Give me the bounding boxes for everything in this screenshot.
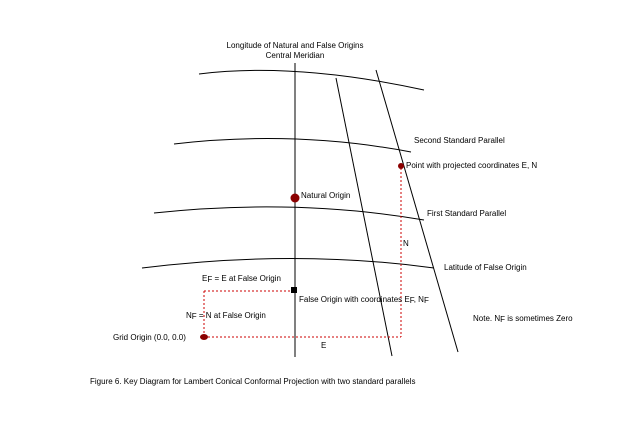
- false-origin-marker: [291, 287, 297, 293]
- latitude-of-false-origin: [141, 258, 435, 269]
- nf-definition-label: NF = N at False Origin: [186, 311, 266, 321]
- ef-definition-label: EF = E at False Origin: [202, 274, 281, 284]
- meridian-middle: [335, 77, 393, 357]
- grid-origin-marker: [200, 334, 208, 340]
- note-label: Note. NF is sometimes Zero: [473, 314, 573, 324]
- central-meridian-label-line2: Central Meridian: [266, 51, 325, 60]
- natural-origin-label: Natural Origin: [301, 191, 350, 200]
- n-distance-label: N: [403, 239, 409, 248]
- projected-point-marker: [398, 163, 404, 169]
- first-standard-parallel-label: First Standard Parallel: [427, 209, 506, 218]
- e-distance-label: E: [321, 341, 326, 350]
- central-meridian-label-line1: Longitude of Natural and False Origins: [227, 41, 364, 50]
- meridian-right: [375, 69, 459, 353]
- false-origin-label: False Origin with coordinates EF, NF: [299, 295, 429, 305]
- second-standard-parallel: [173, 138, 412, 153]
- natural-origin-marker: [290, 193, 300, 203]
- latitude-false-origin-label: Latitude of False Origin: [444, 263, 527, 272]
- parallel-top-arc: [198, 69, 425, 91]
- projected-point-label: Point with projected coordinates E, N: [406, 161, 537, 170]
- first-standard-parallel: [153, 206, 425, 221]
- figure-caption: Figure 6. Key Diagram for Lambert Conica…: [90, 377, 415, 386]
- grid-origin-label: Grid Origin (0.0, 0.0): [113, 333, 186, 342]
- second-standard-parallel-label: Second Standard Parallel: [414, 136, 505, 145]
